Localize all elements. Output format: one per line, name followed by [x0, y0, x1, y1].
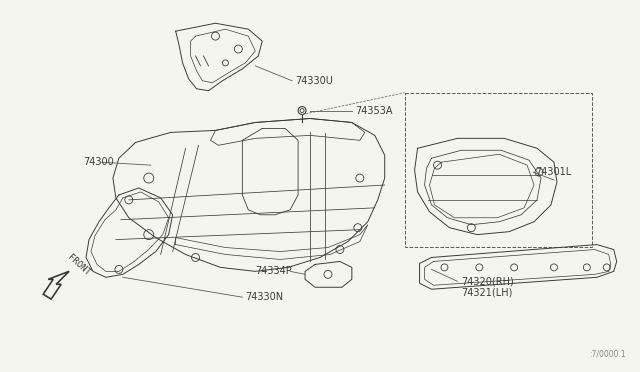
Text: FRONT: FRONT: [66, 253, 92, 277]
Text: 74301L: 74301L: [535, 167, 572, 177]
Text: 74330U: 74330U: [295, 76, 333, 86]
Text: 74321(LH): 74321(LH): [461, 287, 513, 297]
Text: 74334P: 74334P: [255, 266, 292, 276]
Text: 74353A: 74353A: [355, 106, 392, 116]
Text: :7/0000.1: :7/0000.1: [589, 349, 625, 358]
Text: 74320(RH): 74320(RH): [461, 276, 514, 286]
Bar: [404, 93, 592, 247]
Text: 74330N: 74330N: [245, 292, 284, 302]
Text: 74300: 74300: [83, 157, 114, 167]
